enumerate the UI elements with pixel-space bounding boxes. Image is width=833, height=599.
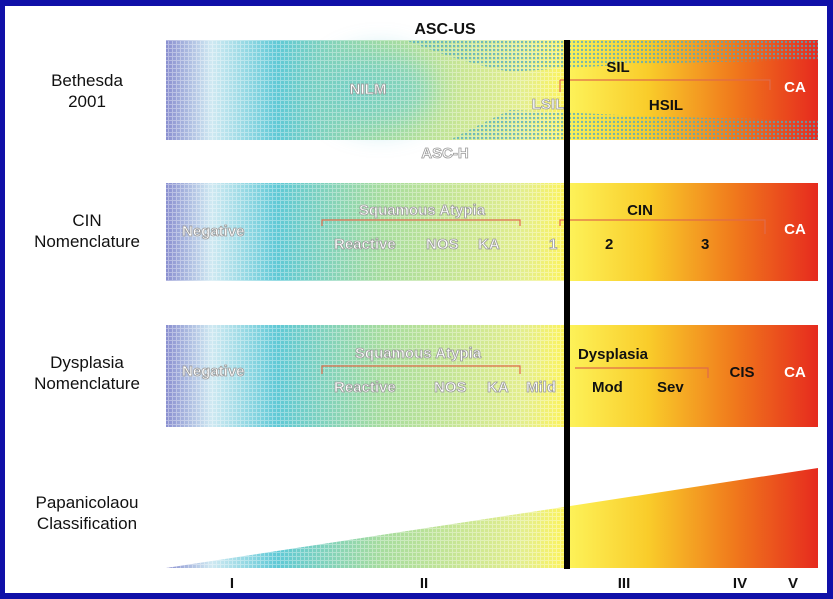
dysplasia-label: Dysplasia xyxy=(578,346,649,363)
dysplasia-negative-label: Negative xyxy=(182,363,245,380)
bethesda-band xyxy=(166,40,818,140)
row-label-dysplasia: Dysplasia Nomenclature xyxy=(12,352,162,394)
cin-squamous-atypia-label: Squamous Atypia xyxy=(359,202,486,219)
sil-bracket xyxy=(560,79,771,90)
bethesda-brackets xyxy=(559,79,771,92)
dysplasia-bracket xyxy=(575,367,709,378)
dysplasia-mod-label: Mod xyxy=(592,379,623,396)
dysplasia-reactive-label: Reactive xyxy=(334,379,396,396)
row-label-line: Bethesda xyxy=(51,71,123,90)
row-label-cin: CIN Nomenclature xyxy=(12,210,162,252)
dysplasia-ca-label: CA xyxy=(784,364,806,381)
row-label-line: Dysplasia xyxy=(50,353,124,372)
cin-label: CIN xyxy=(627,202,653,219)
dysplasia-ka-label: KA xyxy=(487,379,509,396)
row-label-papanicolaou: Papanicolaou Classification xyxy=(12,492,162,534)
threshold-divider-line xyxy=(564,40,570,569)
cin-brackets xyxy=(321,219,766,234)
pap-class-i: I xyxy=(230,575,234,592)
dysplasia-sev-label: Sev xyxy=(657,379,684,396)
cin-negative-label: Negative xyxy=(182,223,245,240)
dysplasia-band xyxy=(166,325,818,427)
dysplasia-nos-label: NOS xyxy=(434,379,467,396)
cin-reactive-label: Reactive xyxy=(334,236,396,253)
row-label-line: 2001 xyxy=(68,92,106,111)
squamous-atypia-bracket xyxy=(321,219,521,226)
dysplasia-mild-label: Mild xyxy=(526,379,556,396)
bethesda-ca-label: CA xyxy=(784,79,806,96)
nilm-label: NILM xyxy=(350,81,387,98)
cis-label: CIS xyxy=(729,364,754,381)
dysplasia-squamous-atypia-bracket xyxy=(321,365,521,374)
row-label-bethesda: Bethesda 2001 xyxy=(12,70,162,112)
cin-grade2-label: 2 xyxy=(605,236,613,253)
cin-ca-label: CA xyxy=(784,221,806,238)
cin-grade3-label: 3 xyxy=(701,236,709,253)
cin-bracket xyxy=(559,219,766,234)
cin-band xyxy=(166,183,818,281)
row-label-line: Papanicolaou xyxy=(35,493,139,512)
cin-grid-texture xyxy=(166,183,566,281)
dysplasia-grid-texture xyxy=(166,325,566,427)
row-label-line: Nomenclature xyxy=(34,374,140,393)
cin-nos-label: NOS xyxy=(426,236,459,253)
pap-class-v: V xyxy=(788,575,798,592)
cin-ka-label: KA xyxy=(478,236,500,253)
sil-label: SIL xyxy=(606,59,629,76)
papanicolaou-wedge xyxy=(166,468,818,568)
lsil-label: LSIL xyxy=(532,96,565,113)
cin-grade1-label: 1 xyxy=(549,236,557,253)
dysplasia-brackets xyxy=(321,365,709,378)
row-label-line: Classification xyxy=(36,514,138,533)
hsil-label: HSIL xyxy=(649,97,683,114)
pap-class-ii: II xyxy=(420,575,428,592)
bethesda-grid-texture xyxy=(166,40,566,140)
asch-label: ASC-H xyxy=(421,145,469,162)
row-label-line: Nomenclature xyxy=(34,232,140,251)
pap-class-iii: III xyxy=(618,575,631,592)
row-label-line: CIN xyxy=(72,211,102,230)
dysplasia-squamous-atypia-label: Squamous Atypia xyxy=(355,345,482,362)
ascus-label: ASC-US xyxy=(414,21,476,38)
pap-class-iv: IV xyxy=(733,575,747,592)
papanicolaou-grid-texture xyxy=(166,506,566,568)
